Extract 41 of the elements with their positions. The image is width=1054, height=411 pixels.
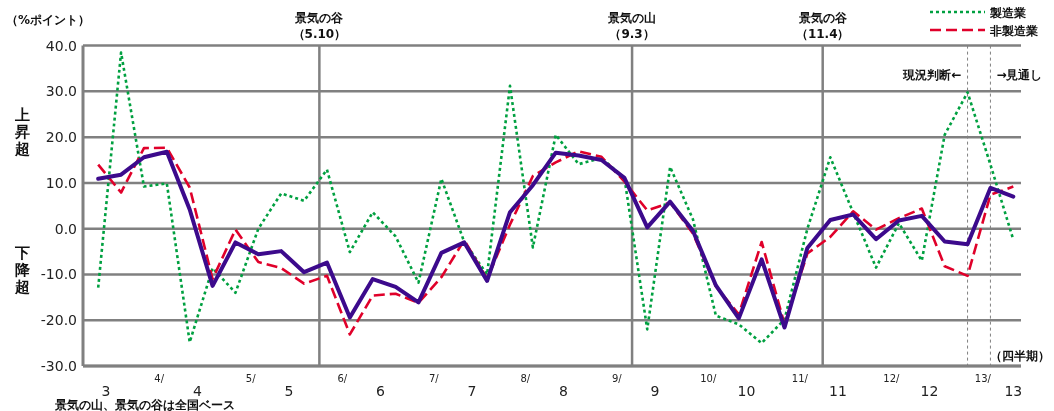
- x2-tick-label: 5/: [245, 373, 257, 384]
- y-tick-label: 0.0: [54, 220, 77, 237]
- x2-tick-label: 13/: [974, 373, 992, 384]
- x-tick-label: 3: [101, 383, 111, 399]
- x-tick-label: 6: [375, 383, 385, 399]
- x2-tick-label: 11/: [791, 373, 809, 384]
- ref-line-label: 景気の谷（5.10）: [292, 11, 347, 41]
- legend-label: 製造業: [989, 6, 1026, 20]
- y-tick-label: 20.0: [45, 129, 77, 146]
- x-tick-label: 5: [284, 383, 294, 399]
- x2-tick-label: 6/: [337, 373, 348, 384]
- text: 上昇超: [13, 106, 30, 158]
- ref-line-label: →見通し: [996, 68, 1043, 82]
- legend-label: 非製造業: [989, 24, 1038, 38]
- x-axis-title: （四半期）: [990, 349, 1050, 363]
- y-tick-label: -30.0: [40, 358, 77, 374]
- x-tick-label: 10: [737, 383, 756, 399]
- y-tick-label: 30.0: [45, 83, 77, 100]
- x-tick-label: 8: [558, 383, 568, 399]
- y-tick-label: 10.0: [45, 174, 77, 191]
- y-tick-label: 40.0: [45, 37, 77, 54]
- y-axis-title: （%ポイント）: [6, 13, 91, 27]
- x-tick-label: 4: [192, 383, 202, 399]
- x2-tick-label: 4/: [154, 373, 165, 384]
- ref-line-label: 景気の谷（11.4）: [795, 11, 850, 41]
- y-tick-label: -10.0: [40, 266, 77, 283]
- x2-tick-label: 8/: [520, 373, 531, 384]
- x2-tick-label: 7/: [428, 373, 440, 384]
- x-tick-label: 13: [1004, 383, 1023, 399]
- text: 下降超: [13, 244, 31, 296]
- x2-tick-label: 9/: [611, 373, 623, 384]
- y-tick-label: -20.0: [40, 312, 77, 329]
- text: 景気の山、景気の谷は全国ベース: [54, 398, 235, 411]
- x-tick-label: 12: [920, 383, 939, 399]
- x2-tick-label: 10/: [700, 373, 717, 384]
- x-tick-label: 11: [829, 383, 847, 399]
- ref-line-label: 景気の山（9.3）: [607, 11, 657, 41]
- ref-line-label: 現況判断←: [902, 68, 962, 82]
- x2-tick-label: 12/: [883, 373, 900, 384]
- x-tick-label: 9: [650, 383, 660, 399]
- x-tick-label: 7: [467, 383, 477, 399]
